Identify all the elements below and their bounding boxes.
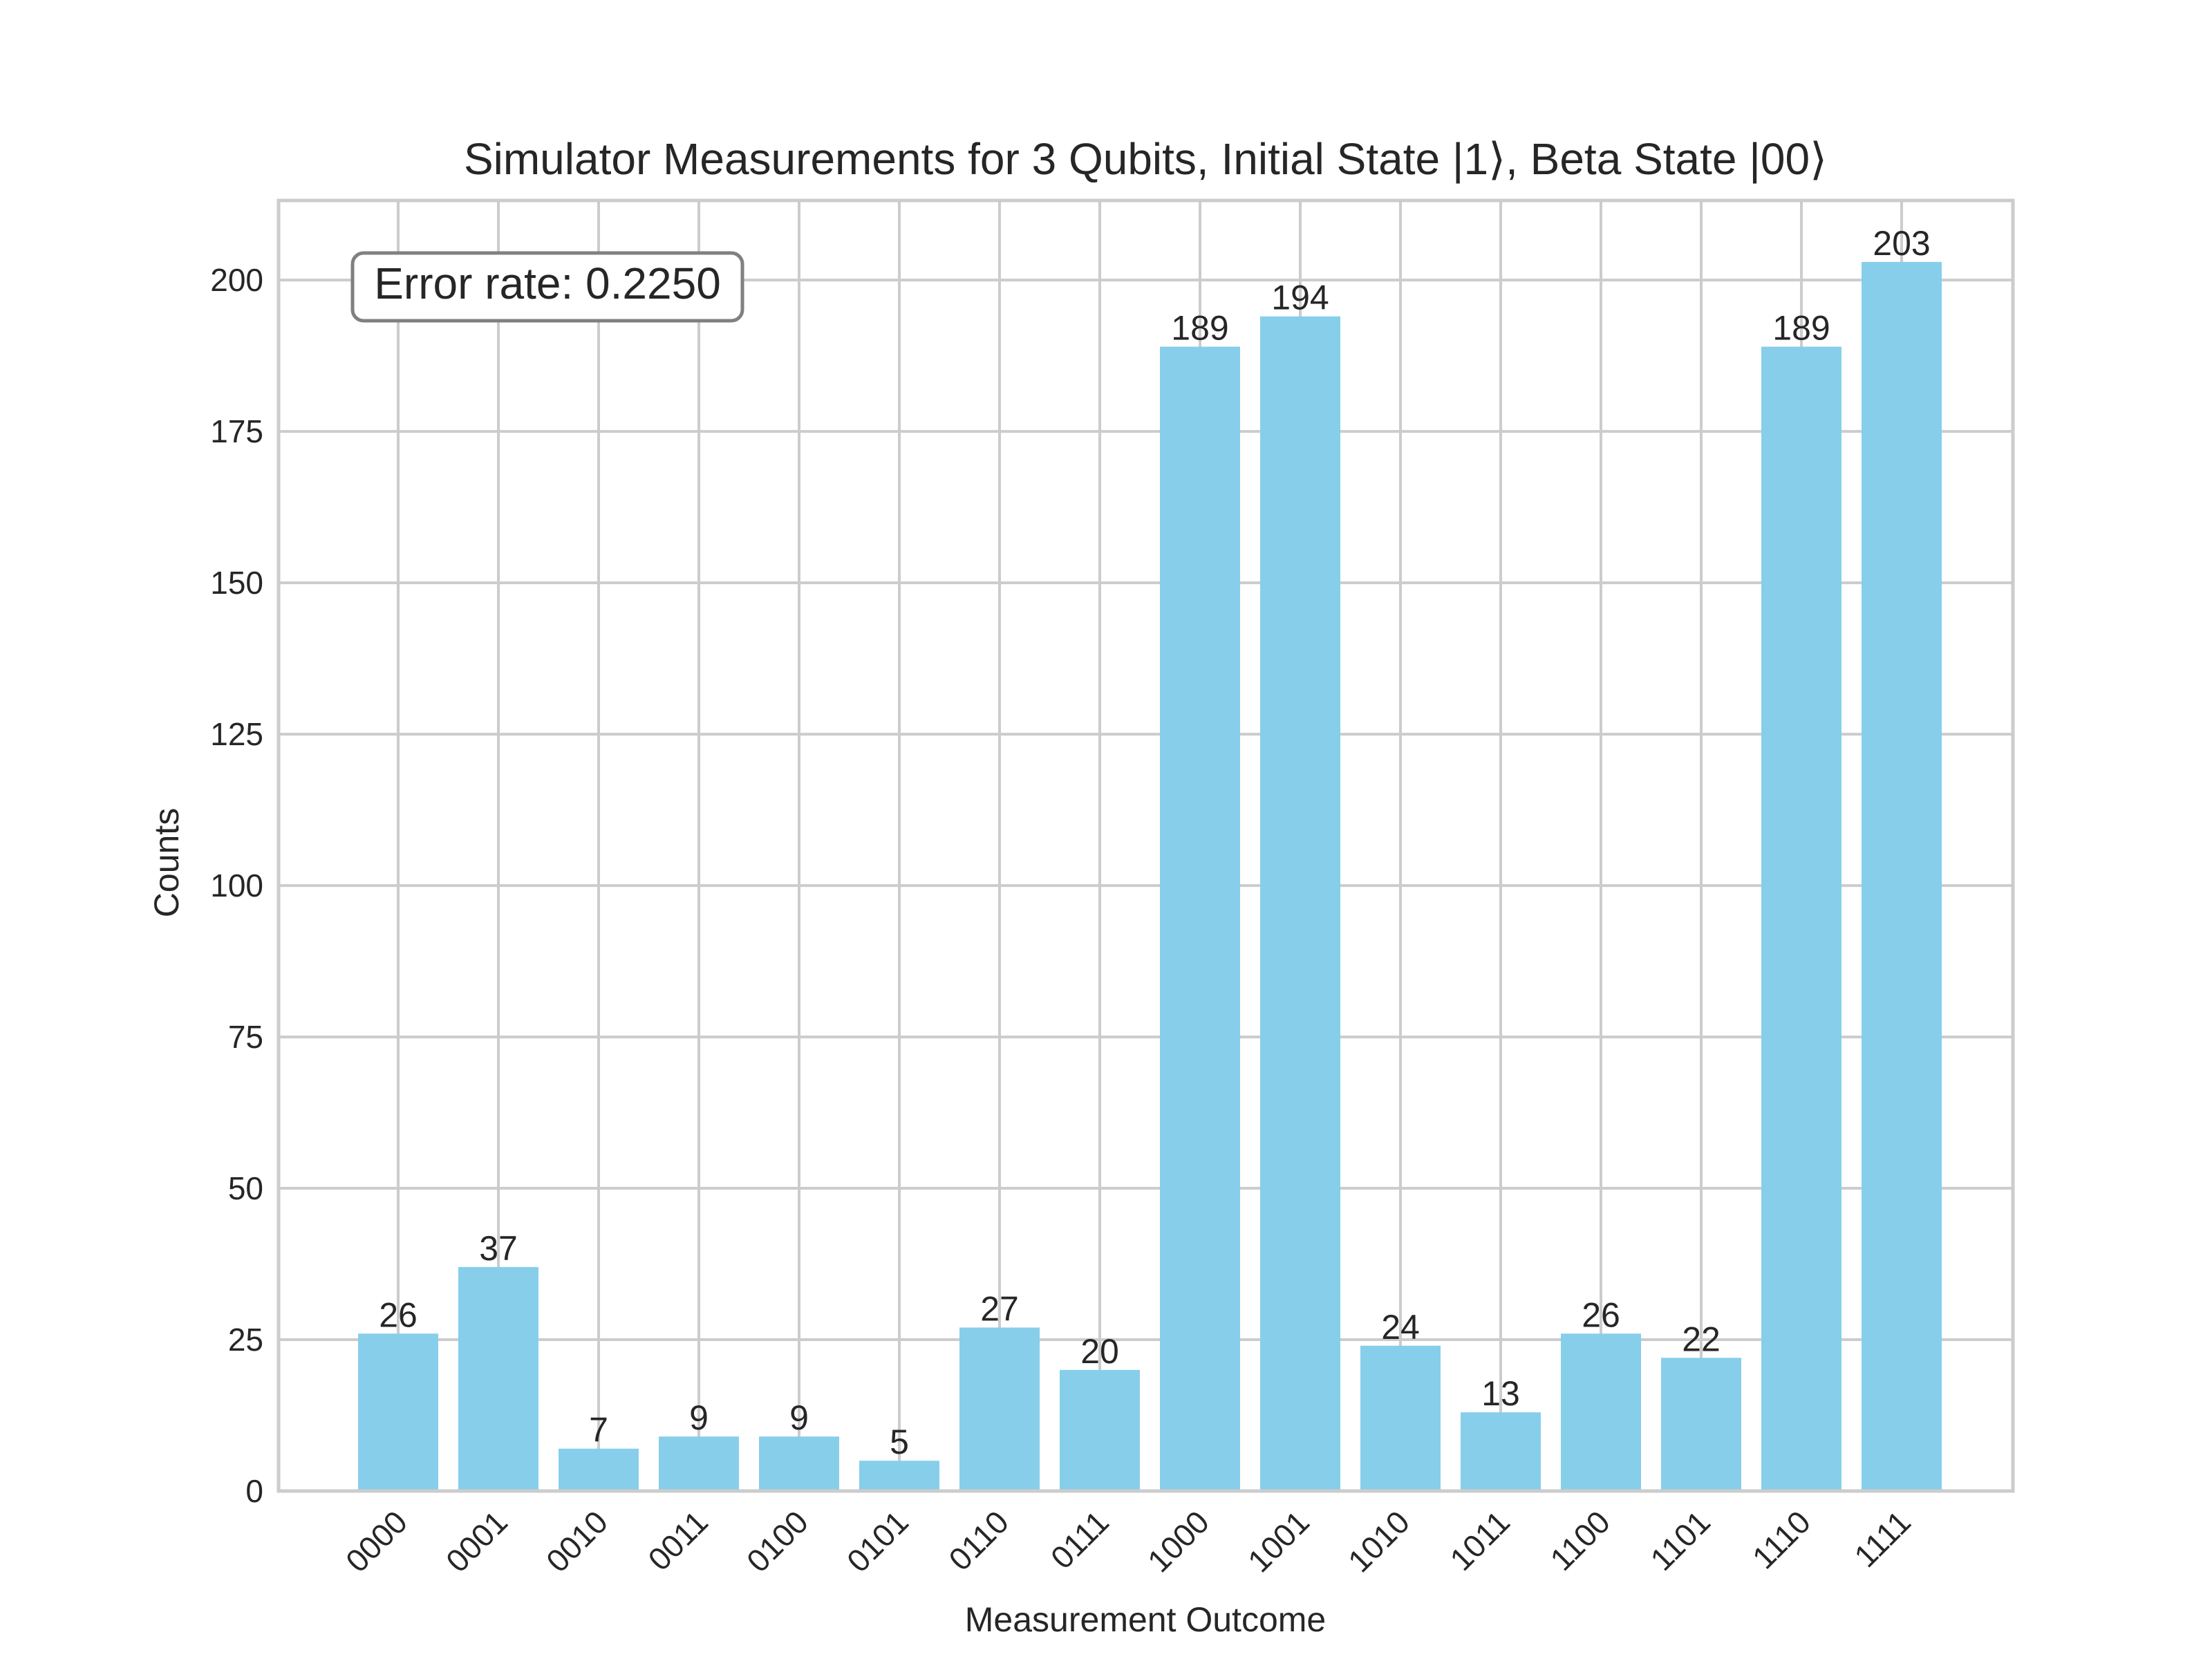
bar-1000 (1160, 346, 1240, 1492)
bar-0001 (458, 1266, 538, 1491)
y-tick-labels: 0 25 50 75 100 125 150 175 200 (210, 262, 263, 1509)
chart-title: Simulator Measurements for 3 Qubits, Ini… (464, 134, 1827, 184)
bar-0011 (659, 1436, 739, 1491)
x-tick-label-0100: 0100 (740, 1503, 815, 1579)
y-tick-label: 0 (245, 1473, 263, 1509)
bar-1111 (1862, 261, 1942, 1491)
y-tick-label: 150 (210, 565, 263, 601)
data-label-1001: 194 (1271, 279, 1329, 317)
bars (358, 261, 1942, 1492)
data-label-0111: 20 (1080, 1332, 1119, 1371)
x-tick-label-0101: 0101 (840, 1503, 915, 1579)
bar-1110 (1761, 346, 1841, 1492)
data-label-0101: 5 (890, 1423, 909, 1461)
x-tick-labels: 0000 0001 0010 0011 0100 0101 0110 0111 1000 1001… (339, 1503, 1918, 1579)
bar-1001 (1260, 316, 1340, 1491)
grid-lines (279, 200, 2013, 1492)
bar-0010 (559, 1448, 639, 1491)
x-tick-label-1000: 1000 (1141, 1503, 1216, 1579)
data-labels: 26 37 7 9 9 5 27 20 189 194 24 13 26 22 189 203 (379, 224, 1931, 1461)
x-tick-label-0001: 0001 (439, 1503, 514, 1579)
data-label-1100: 26 (1582, 1295, 1620, 1334)
data-label-1010: 24 (1381, 1308, 1420, 1347)
bar-1011 (1461, 1412, 1541, 1491)
error-rate-annotation: Error rate: 0.2250 (350, 251, 744, 323)
data-label-1110: 189 (1772, 309, 1830, 348)
y-tick-label: 25 (228, 1322, 263, 1358)
x-tick-label-1100: 1100 (1543, 1503, 1617, 1577)
annotation-text: Error rate: 0.2250 (374, 259, 721, 308)
x-tick-label-0111: 0111 (1044, 1503, 1116, 1575)
x-tick-label-0011: 0011 (641, 1503, 715, 1577)
y-tick-label: 100 (210, 868, 263, 903)
x-axis-label: Measurement Outcome (965, 1600, 1326, 1639)
bar-0101 (859, 1461, 939, 1491)
x-tick-label-1101: 1101 (1643, 1503, 1717, 1577)
data-label-0100: 9 (789, 1398, 809, 1437)
data-label-1011: 13 (1481, 1374, 1520, 1413)
bar-0110 (959, 1327, 1040, 1491)
y-tick-label: 175 (210, 413, 263, 449)
y-tick-label: 75 (228, 1019, 263, 1055)
bar-1010 (1360, 1345, 1441, 1491)
y-axis-label: Counts (147, 808, 186, 917)
x-tick-label-1110: 1110 (1745, 1503, 1817, 1575)
x-tick-label-0000: 0000 (339, 1503, 414, 1579)
x-tick-label-1011: 1011 (1443, 1503, 1517, 1577)
data-label-1101: 22 (1682, 1320, 1721, 1358)
y-tick-label: 200 (210, 262, 263, 298)
bar-0111 (1060, 1369, 1140, 1491)
x-tick-label-0010: 0010 (539, 1503, 615, 1579)
x-tick-label-0110: 0110 (941, 1503, 1015, 1577)
x-tick-label-1111: 1111 (1847, 1503, 1918, 1574)
bar-1101 (1661, 1358, 1741, 1491)
annotation-box (350, 251, 744, 323)
bar-0000 (358, 1333, 438, 1491)
data-label-0000: 26 (379, 1295, 418, 1334)
data-label-1000: 189 (1171, 309, 1228, 348)
data-label-1111: 203 (1873, 224, 1930, 263)
bar-0100 (759, 1436, 839, 1491)
plot-frame (276, 198, 2015, 1493)
y-tick-label: 125 (210, 716, 263, 752)
y-tick-label: 50 (228, 1170, 263, 1206)
data-label-0010: 7 (589, 1411, 608, 1450)
x-tick-label-1001: 1001 (1241, 1503, 1316, 1579)
x-tick-label-1010: 1010 (1341, 1503, 1416, 1579)
bar-1100 (1561, 1333, 1641, 1491)
data-label-0110: 27 (980, 1290, 1019, 1329)
data-label-0011: 9 (689, 1398, 709, 1437)
data-label-0001: 37 (479, 1229, 518, 1268)
